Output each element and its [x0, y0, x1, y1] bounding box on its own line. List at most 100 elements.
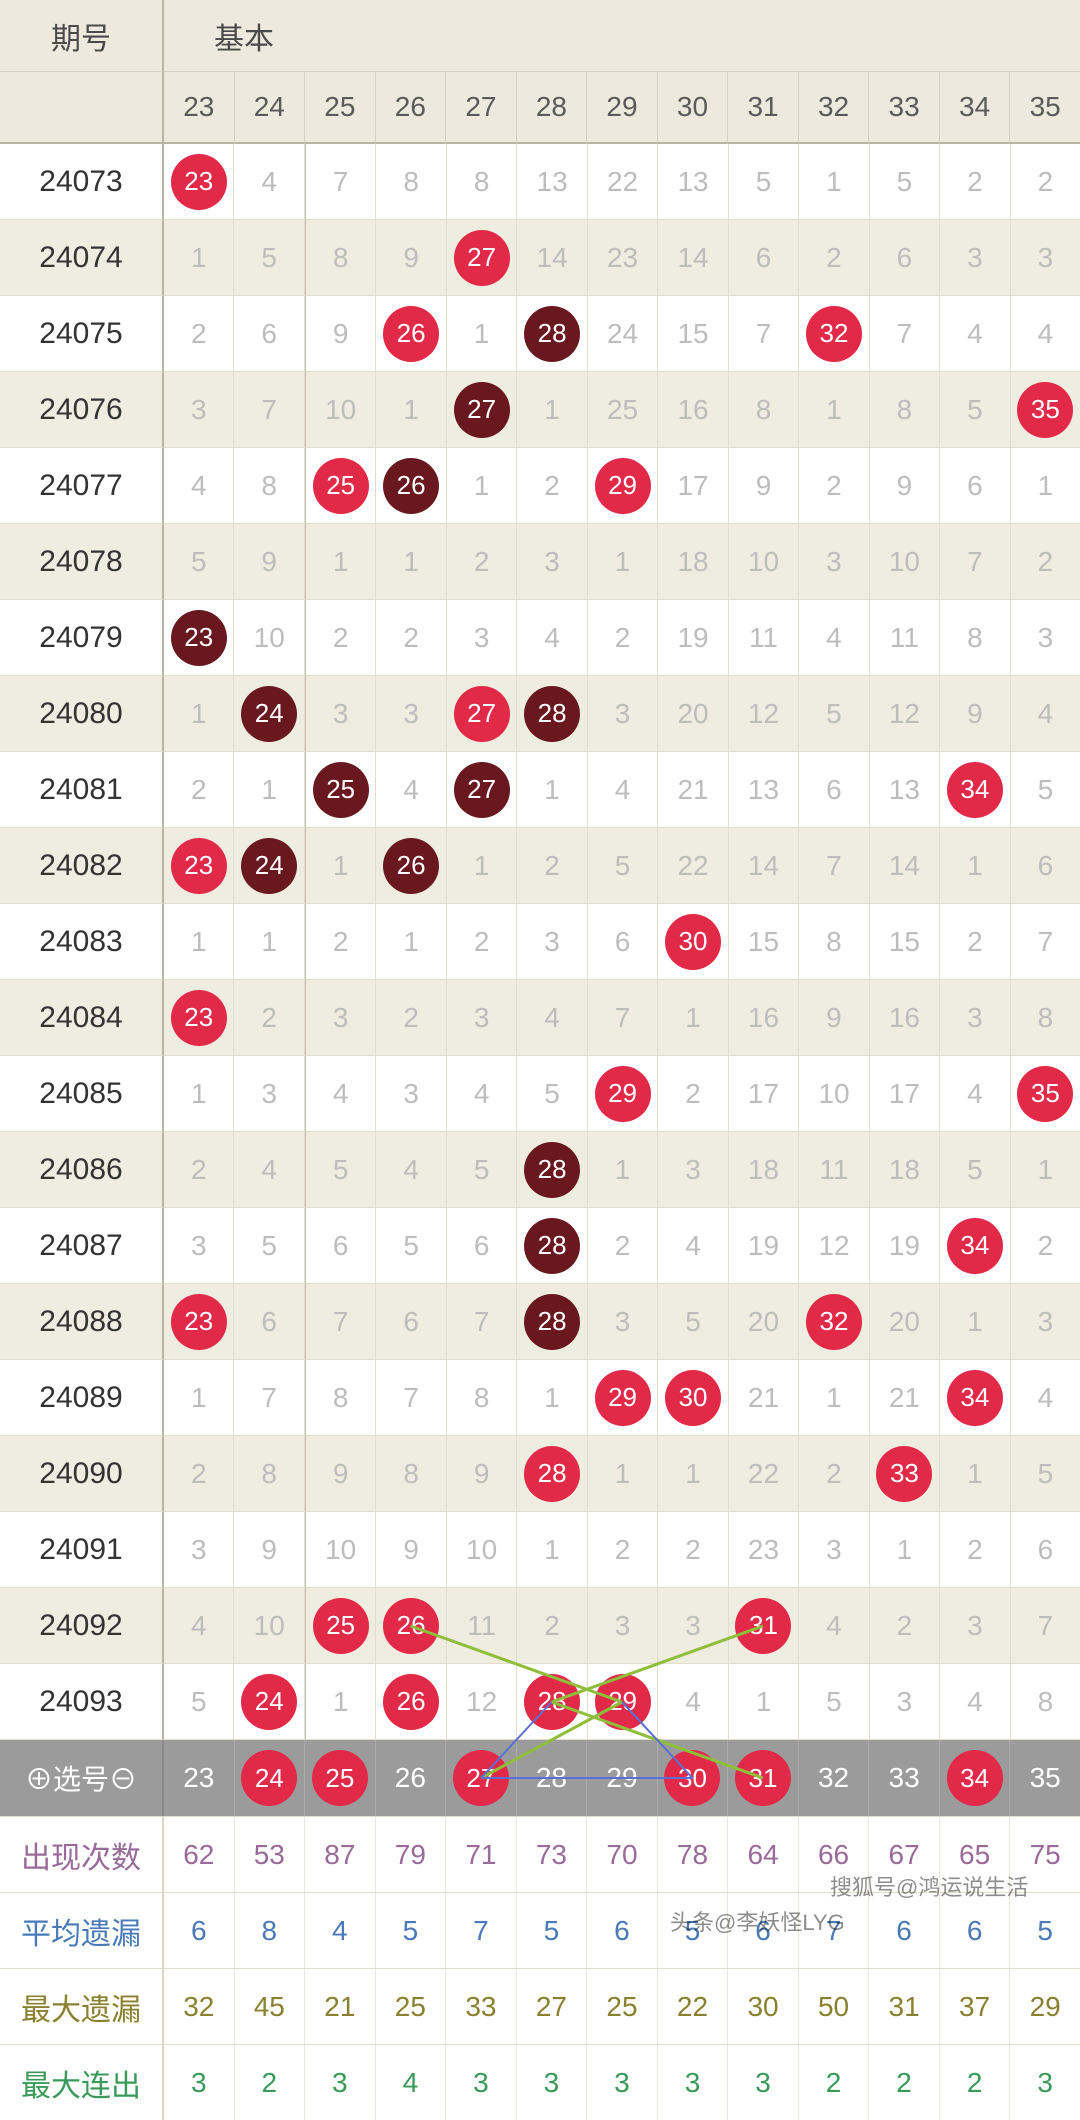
- trend-cell: 35: [1011, 1056, 1080, 1132]
- trend-cell: 4: [588, 752, 658, 828]
- data-row: 24089178781293021121344: [0, 1360, 1080, 1436]
- miss-count: 4: [403, 1154, 419, 1186]
- trend-cell: 1: [376, 524, 446, 600]
- select-cell[interactable]: 33: [869, 1740, 940, 1816]
- number-ball: 28: [524, 1142, 580, 1198]
- miss-count: 14: [889, 850, 920, 882]
- trend-cell: 29: [588, 1664, 658, 1740]
- number-ball: 29: [595, 1674, 651, 1730]
- trend-cell: 12: [447, 1664, 517, 1740]
- number-ball: 25: [313, 762, 369, 818]
- select-cell[interactable]: 35: [1010, 1740, 1080, 1816]
- trend-cell: 7: [729, 296, 799, 372]
- select-cell[interactable]: 23: [164, 1740, 235, 1816]
- miss-count: 2: [261, 1002, 277, 1034]
- trend-cell: 23: [164, 828, 234, 904]
- trend-cell: 4: [799, 1588, 869, 1664]
- miss-count: 12: [818, 1230, 849, 1262]
- number-ball: 23: [171, 990, 227, 1046]
- data-row: 24092410252611233314237: [0, 1588, 1080, 1664]
- miss-count: 17: [748, 1078, 779, 1110]
- trend-cell: 10: [729, 524, 799, 600]
- select-cell[interactable]: 31: [728, 1740, 799, 1816]
- miss-count: 7: [615, 1002, 631, 1034]
- miss-count: 4: [261, 166, 277, 198]
- miss-count: 2: [191, 318, 207, 350]
- miss-count: 3: [1038, 1306, 1054, 1338]
- trend-cell: 27: [447, 372, 517, 448]
- trend-cell: 1: [1011, 1132, 1080, 1208]
- stat-cell: 65: [940, 1817, 1011, 1892]
- miss-count: 3: [685, 1610, 701, 1642]
- data-row: 240785911231181031072: [0, 524, 1080, 600]
- trend-cell: 3: [164, 1512, 234, 1588]
- stat-cell: 27: [517, 1969, 588, 2044]
- trend-cell: 13: [729, 752, 799, 828]
- select-cell[interactable]: 28: [517, 1740, 588, 1816]
- trend-cell: 4: [940, 1664, 1010, 1740]
- miss-count: 1: [615, 1154, 631, 1186]
- miss-count: 12: [889, 698, 920, 730]
- trend-cell: 1: [447, 448, 517, 524]
- header-col-32: 32: [799, 72, 870, 144]
- stat-cell: 66: [799, 1817, 870, 1892]
- trend-cell: 2: [164, 752, 234, 828]
- miss-count: 9: [261, 1534, 277, 1566]
- stat-cell: 22: [658, 1969, 729, 2044]
- trend-cell: 4: [164, 448, 234, 524]
- miss-count: 7: [261, 394, 277, 426]
- miss-count: 3: [826, 1534, 842, 1566]
- trend-cell: 1: [588, 1132, 658, 1208]
- miss-count: 8: [261, 470, 277, 502]
- header-basic: 基本: [164, 0, 1080, 72]
- select-cell[interactable]: 32: [799, 1740, 870, 1816]
- trend-cell: 4: [517, 980, 587, 1056]
- trend-cell: 4: [234, 144, 304, 220]
- number-ball: 30: [665, 1370, 721, 1426]
- select-number: 28: [536, 1762, 567, 1794]
- miss-count: 2: [191, 1154, 207, 1186]
- select-cell[interactable]: 25: [305, 1740, 376, 1816]
- trend-cell: 26: [376, 1664, 446, 1740]
- miss-count: 7: [403, 1382, 419, 1414]
- number-ball: 23: [171, 838, 227, 894]
- stat-row: 最大连出3234333332223: [0, 2044, 1080, 2120]
- trend-cell: 3: [1011, 220, 1080, 296]
- trend-cell: 2: [164, 1132, 234, 1208]
- miss-count: 13: [677, 166, 708, 198]
- miss-count: 2: [826, 242, 842, 274]
- trend-cell: 2: [799, 1436, 869, 1512]
- miss-count: 16: [677, 394, 708, 426]
- trend-cell: 20: [658, 676, 728, 752]
- miss-count: 1: [403, 394, 419, 426]
- select-cell[interactable]: 29: [587, 1740, 658, 1816]
- stat-cell: 2: [235, 2045, 306, 2120]
- select-cell[interactable]: 27: [446, 1740, 517, 1816]
- stat-label: 最大连出: [0, 2045, 164, 2120]
- miss-count: 18: [677, 546, 708, 578]
- number-ball: 26: [383, 1674, 439, 1730]
- number-ball: 33: [876, 1446, 932, 1502]
- trend-cell: 3: [799, 1512, 869, 1588]
- select-cell[interactable]: 26: [376, 1740, 447, 1816]
- miss-count: 1: [403, 546, 419, 578]
- trend-cell: 34: [940, 752, 1010, 828]
- stat-label: 平均遗漏: [0, 1893, 164, 1968]
- number-ball: 28: [524, 1218, 580, 1274]
- select-cell[interactable]: 30: [658, 1740, 729, 1816]
- stat-cell: 5: [1010, 1893, 1080, 1968]
- miss-count: 8: [967, 622, 983, 654]
- stat-cell: 31: [869, 1969, 940, 2044]
- trend-cell: 3: [940, 980, 1010, 1056]
- trend-cell: 30: [658, 904, 728, 980]
- miss-count: 5: [756, 166, 772, 198]
- trend-cell: 5: [588, 828, 658, 904]
- miss-count: 1: [403, 926, 419, 958]
- trend-cell: 3: [658, 1588, 728, 1664]
- miss-count: 3: [1038, 622, 1054, 654]
- selection-row[interactable]: ⊕选号⊖ 23242526272829303132333435: [0, 1740, 1080, 1816]
- select-cell[interactable]: 34: [940, 1740, 1011, 1816]
- trend-cell: 17: [870, 1056, 940, 1132]
- number-ball: 28: [524, 1294, 580, 1350]
- select-cell[interactable]: 24: [235, 1740, 306, 1816]
